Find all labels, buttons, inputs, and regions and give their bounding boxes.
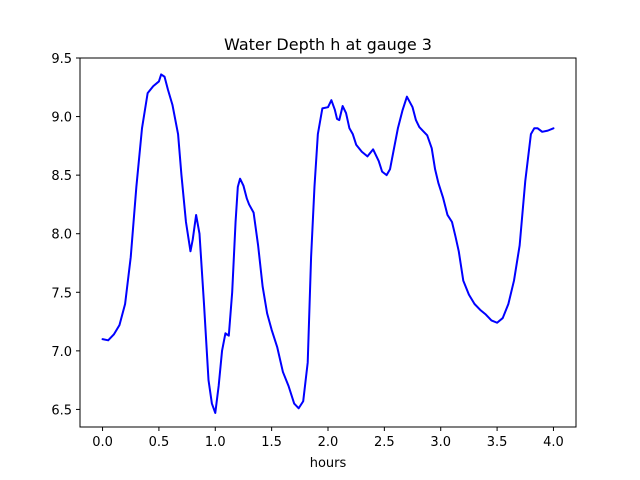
y-tick-label: 9.0: [51, 111, 72, 126]
y-tick-label: 8.0: [51, 228, 72, 243]
plot-frame: [79, 57, 577, 428]
x-tick-label: 4.0: [543, 435, 564, 450]
x-tick-label: 2.5: [374, 435, 395, 450]
x-axis-label: hours: [310, 456, 347, 471]
y-tick-label: 8.5: [51, 169, 72, 184]
x-tick-label: 1.0: [205, 435, 226, 450]
y-axis-ticks: 6.5 7.0 7.5 8.0 8.5 9.0 9.5: [51, 52, 80, 418]
x-tick-label: 3.0: [430, 435, 451, 450]
y-tick-label: 7.0: [51, 345, 72, 360]
x-tick-label: 0.5: [149, 435, 170, 450]
plot-area: [101, 73, 555, 414]
series-line-0: [101, 73, 555, 414]
chart-title: Water Depth h at gauge 3: [224, 35, 432, 54]
y-tick-label: 9.5: [51, 52, 72, 67]
y-tick-label: 7.5: [51, 286, 72, 301]
y-tick-label: 6.5: [51, 403, 72, 418]
x-tick-label: 1.5: [261, 435, 282, 450]
x-tick-label: 0.0: [92, 435, 113, 450]
x-axis-ticks: 0.0 0.5 1.0 1.5 2.0 2.5 3.0 3.5 4.0: [92, 427, 564, 450]
x-tick-label: 3.5: [487, 435, 508, 450]
x-tick-label: 2.0: [318, 435, 339, 450]
